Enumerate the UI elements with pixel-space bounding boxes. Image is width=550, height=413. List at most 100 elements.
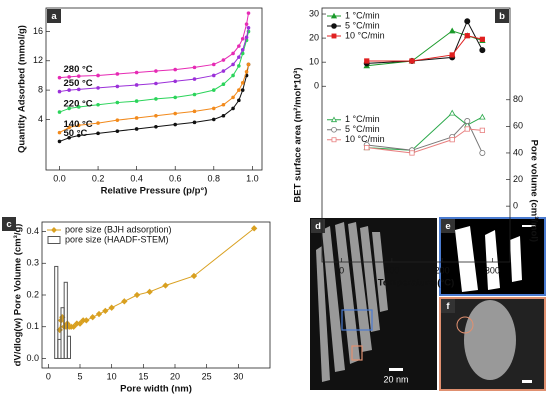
marker [221,102,226,107]
legend-label: pore size (HAADF-STEM) [65,234,169,244]
y-tick-label: 0.3 [26,258,39,268]
x-tick-label: 20 [170,371,180,381]
marker [67,125,71,130]
y-tick-label: 20 [309,32,319,42]
marker [330,116,338,123]
marker [173,95,178,100]
marker [464,33,470,39]
x-tick-label: 0.2 [92,173,105,183]
x-tick-label: 200 [435,265,450,275]
marker [154,124,158,129]
marker [96,86,100,90]
marker [57,130,62,135]
marker [173,122,178,127]
x-tick-label: 25 [202,371,212,381]
scale-bar-label: 20 nm [383,374,408,384]
series-line [59,64,249,134]
panel-d: 20 nm d [310,218,437,390]
y-tick-label: 0.1 [26,321,39,331]
marker [76,87,81,92]
marker [464,118,471,125]
marker [479,149,486,156]
marker [221,82,226,87]
legend-label: 10 °C/min [345,134,385,144]
y2-axis-title: Pore volume (cm³/mol) [528,140,539,242]
marker [331,126,337,133]
marker [240,88,245,92]
marker [479,127,485,133]
marker [192,92,197,97]
marker [244,69,249,74]
marker [479,113,486,120]
marker [231,73,235,78]
marker [246,11,251,15]
marker [364,145,370,151]
marker [409,58,415,64]
panel-tag [495,9,509,23]
marker [192,65,197,70]
marker [173,79,178,84]
marker [133,291,141,299]
marker [67,75,71,79]
marker [464,126,470,132]
wire-section [464,300,516,380]
panel-letter: a [51,11,57,22]
marker [192,77,197,81]
marker [96,131,100,136]
marker [57,139,62,144]
marker [211,117,216,122]
y2-tick-label: 40 [513,147,523,157]
marker [134,99,139,103]
x-tick-label: 0.0 [53,173,66,183]
marker [154,81,158,86]
panel-tag [441,299,455,313]
series-line [59,27,249,93]
marker [192,109,197,114]
series-label: 220 °C [64,99,93,110]
marker [231,106,235,111]
panel-tag [441,219,455,233]
marker [246,25,251,30]
scale-bar [522,225,536,227]
marker [121,298,128,305]
x-tick-label: 0.6 [169,173,182,183]
legend-label: 5 °C/min [345,124,380,134]
series-label: 140 °C [64,119,93,130]
marker [162,282,169,289]
y-tick-label: 4 [38,114,43,124]
panel-letter: c [6,219,11,230]
plot-frame [321,7,511,263]
marker [96,73,100,78]
y2-tick-label: 80 [513,94,523,104]
marker [231,95,235,100]
y-tick-label: 16 [33,26,43,36]
marker [95,310,103,318]
series-line [366,112,483,151]
marker [108,304,115,311]
y-tick-label: 0.4 [26,226,39,236]
marker [211,62,216,67]
marker [364,58,370,64]
panel-tag [2,217,16,231]
nanowires [316,222,388,382]
marker [231,51,235,56]
marker [449,137,455,143]
x-tick-label: 1.0 [246,173,259,183]
panel-e: e [439,217,546,296]
marker [251,225,258,232]
marker [211,73,216,78]
y-tick-label: 0.0 [26,353,39,363]
marker [330,12,338,19]
histogram-bar [54,265,59,359]
y-tick-label: 30 [309,8,319,18]
marker [331,33,337,39]
y2-tick-label: 20 [513,174,523,184]
marker [231,62,235,67]
marker [331,23,337,29]
marker [331,137,337,143]
y-tick-label: 0.2 [26,289,39,299]
x-tick-label: 15 [138,371,148,381]
panel-tag [47,9,61,23]
marker [115,84,120,89]
